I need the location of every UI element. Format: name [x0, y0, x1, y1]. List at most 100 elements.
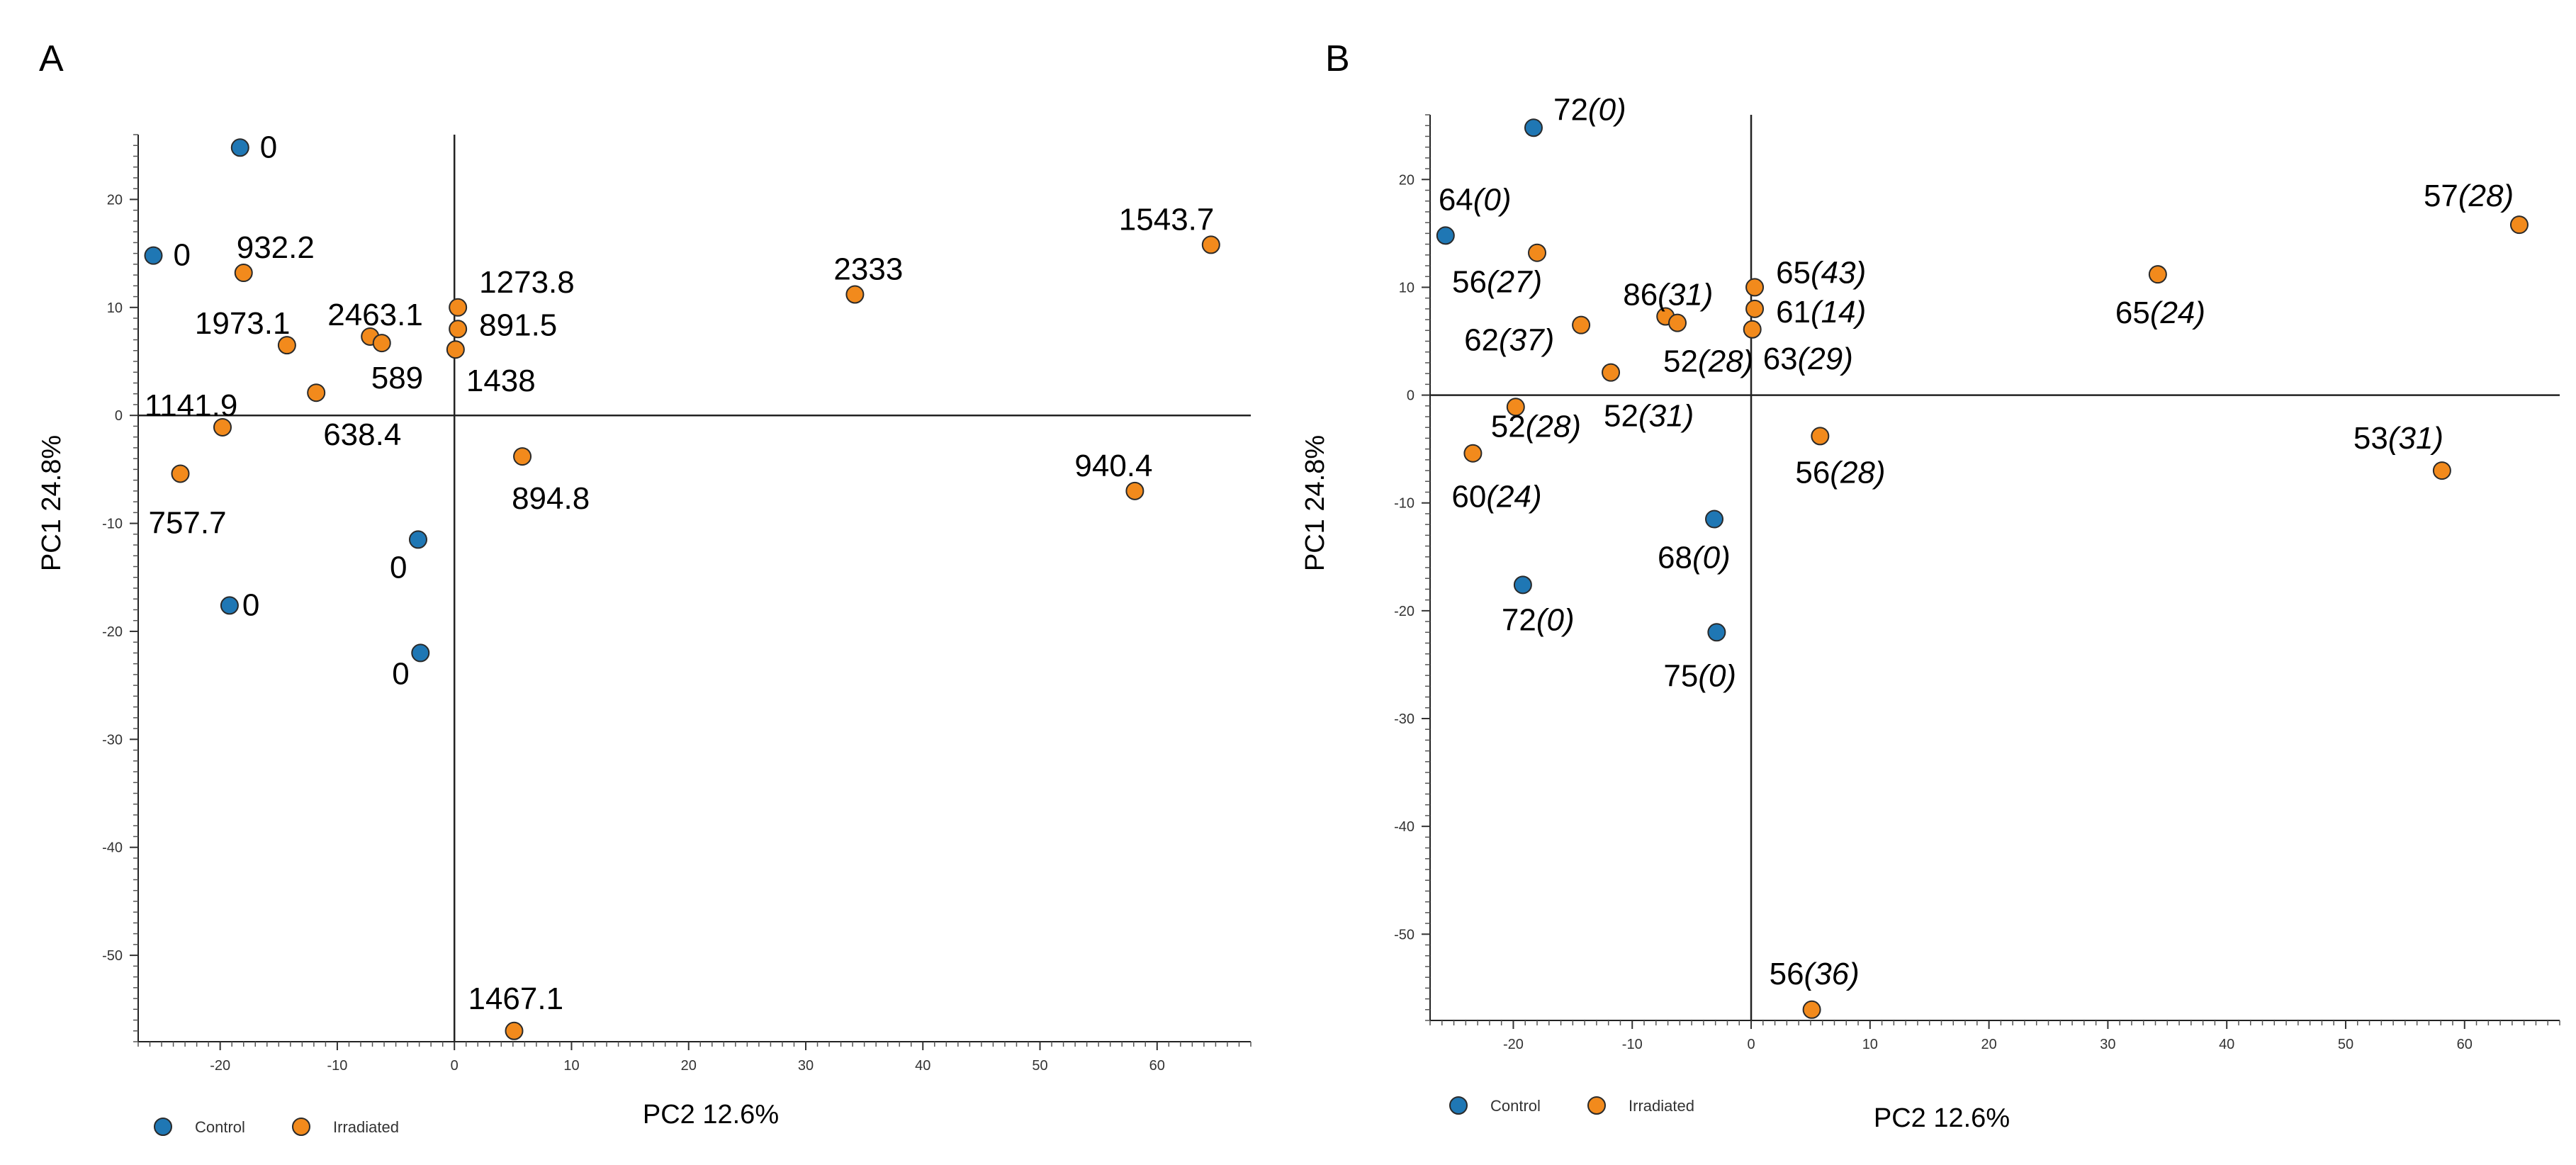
x-tick-label: 20 [681, 1058, 697, 1074]
legend: Control Irradiated [154, 1118, 399, 1136]
point-label-value: 0 [260, 130, 277, 164]
x-tick-label: 60 [2457, 1037, 2473, 1052]
point-irradiated [845, 285, 865, 304]
point-label: 757.7 [148, 505, 226, 540]
point-irradiated [505, 1021, 524, 1040]
point-label-value: 62 [1464, 323, 1499, 358]
point-label: 0 [260, 130, 277, 164]
point-label-italic: (0) [1473, 182, 1512, 217]
legend-label-irradiated: Irradiated [333, 1118, 399, 1136]
legend-label-control: Control [1490, 1097, 1541, 1115]
y-tick-label: -30 [102, 732, 123, 748]
point-irradiated [446, 340, 465, 359]
point-irradiated [307, 383, 326, 403]
point-label: 72(0) [1502, 602, 1575, 637]
point-label: 63(29) [1763, 342, 1853, 376]
point-label-value: 52 [1491, 409, 1526, 444]
panel-letter-b: B [1325, 38, 1350, 79]
point-control [230, 138, 249, 157]
point-label-value: 757.7 [148, 505, 226, 540]
point-irradiated [2509, 215, 2529, 235]
point-irradiated [513, 447, 532, 466]
point-label-value: 86 [1623, 278, 1658, 313]
point-irradiated [277, 336, 296, 355]
legend-marker-irradiated [1587, 1096, 1606, 1115]
point-label: 75(0) [1663, 658, 1736, 693]
point-label-italic: (24) [2150, 296, 2205, 330]
y-tick-label: -20 [102, 624, 123, 640]
point-label: 1141.9 [145, 388, 237, 423]
y-axis-title: PC1 24.8% [1300, 435, 1330, 571]
point-irradiated [213, 417, 232, 437]
point-label-italic: (27) [1487, 265, 1542, 300]
point-label-value: 0 [392, 656, 409, 691]
point-label-value: 72 [1502, 602, 1536, 637]
point-control [411, 643, 430, 663]
point-label: 1438 [466, 364, 536, 398]
legend-marker-control [1449, 1096, 1468, 1115]
point-label: 894.8 [512, 481, 590, 516]
point-label: 1467.1 [468, 981, 563, 1016]
point-label: 52(28) [1663, 344, 1753, 379]
y-axis-title: PC1 24.8% [37, 435, 67, 571]
point-label-italic: (0) [1536, 602, 1575, 637]
point-label-italic: (31) [1658, 278, 1713, 313]
point-label-value: 589 [371, 361, 423, 395]
panel-a: A -20 -10 0 10 20 30 40 50 60 20 10 0 -10 -20 -30 -40 -50… [37, 38, 1252, 1136]
point-label: 0 [392, 656, 409, 691]
point-control [1705, 510, 1724, 529]
point-label-italic: (0) [1588, 92, 1626, 127]
y-tick-label: 10 [107, 300, 123, 316]
x-tick-label: 40 [2219, 1037, 2234, 1052]
point-label: 68(0) [1658, 541, 1731, 575]
point-label-italic: (28) [1526, 409, 1581, 444]
point-label-italic: (43) [1811, 255, 1866, 290]
point-label-value: 1141.9 [145, 388, 237, 423]
legend-marker-irradiated [292, 1118, 310, 1136]
point-label-value: 1543.7 [1119, 202, 1215, 237]
point-label: 60(24) [1451, 480, 1541, 514]
point-label-value: 1467.1 [468, 981, 563, 1016]
point-label-value: 1438 [466, 364, 536, 398]
point-irradiated [234, 264, 253, 283]
point-label-italic: (0) [1692, 541, 1731, 575]
point-label: 1273.8 [479, 265, 575, 300]
point-irradiated [1602, 363, 1621, 382]
point-label-italic: (36) [1804, 957, 1860, 991]
point-irradiated [449, 298, 468, 317]
point-label: 2463.1 [327, 298, 423, 332]
point-label-value: 0 [173, 238, 190, 273]
point-label: 53(31) [2353, 421, 2443, 456]
point-label-value: 75 [1663, 658, 1698, 693]
point-label: 891.5 [479, 308, 557, 342]
x-tick-label: -20 [210, 1058, 230, 1074]
y-tick-label: 10 [1399, 280, 1414, 296]
point-label: 62(37) [1464, 323, 1554, 358]
point-irradiated [1125, 481, 1144, 500]
point-label: 638.4 [323, 417, 401, 452]
point-label-italic: (24) [1486, 480, 1541, 514]
point-label-value: 894.8 [512, 481, 590, 516]
point-control [1513, 575, 1532, 595]
x-tick-label: -10 [327, 1058, 347, 1074]
x-tick-label: 60 [1149, 1058, 1165, 1074]
point-label-value: 64 [1439, 182, 1473, 217]
point-label-value: 52 [1663, 344, 1698, 379]
point-label-value: 65 [2115, 296, 2150, 330]
point-irradiated [1463, 444, 1483, 463]
point-label: 1543.7 [1119, 202, 1215, 237]
x-axis-title: PC2 12.6% [643, 1100, 779, 1130]
point-label: 52(31) [1604, 399, 1694, 434]
point-label-value: 57 [2424, 179, 2458, 213]
point-label-value: 2333 [833, 252, 903, 287]
x-tick-label: 30 [2100, 1037, 2115, 1052]
point-control [1524, 118, 1543, 137]
x-tick-label: 0 [451, 1058, 459, 1074]
point-irradiated [1745, 278, 1765, 297]
point-label: 1973.1 [195, 306, 291, 341]
point-label-value: 65 [1776, 255, 1811, 290]
point-label-value: 2463.1 [327, 298, 423, 332]
point-label-value: 60 [1451, 480, 1486, 514]
point-label-value: 1273.8 [479, 265, 575, 300]
